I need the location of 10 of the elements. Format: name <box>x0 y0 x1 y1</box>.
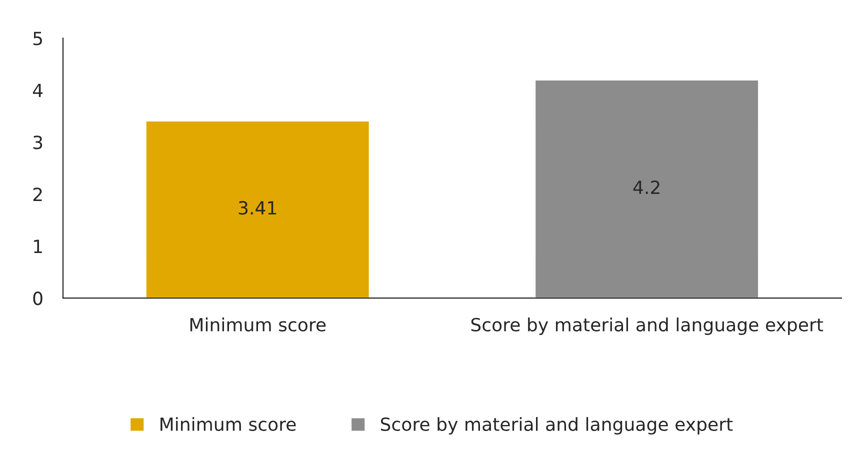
data-label: 3.41 <box>238 201 276 215</box>
y-tick-label: 3 <box>33 136 42 150</box>
y-tick-label: 5 <box>33 32 42 46</box>
y-tick-label: 4 <box>32 84 43 98</box>
y-tick-label: 0 <box>33 292 42 306</box>
legend-label: Minimum score <box>160 417 296 432</box>
y-tick-label: 1 <box>34 240 42 253</box>
y-tick-label: 2 <box>33 188 42 201</box>
data-label: 4.2 <box>633 180 660 194</box>
legend-label: Score by material and language expert <box>380 417 733 435</box>
